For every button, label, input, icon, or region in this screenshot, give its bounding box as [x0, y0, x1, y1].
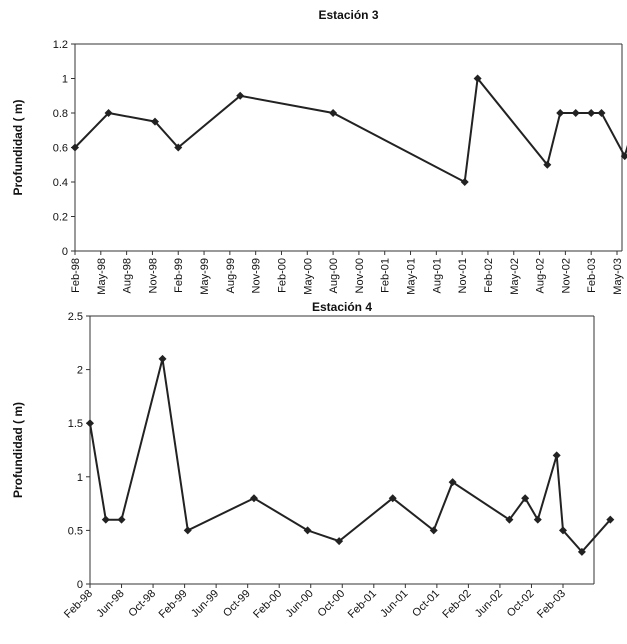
- data-point: [335, 537, 344, 546]
- y-axis-label: Profundidad ( m): [11, 402, 25, 498]
- x-tick-label: Jun-00: [284, 588, 316, 620]
- data-point: [587, 109, 596, 117]
- series-line: [89, 358, 612, 554]
- x-tick-label: May-98: [96, 258, 108, 295]
- y-tick-label: 0.8: [53, 108, 68, 120]
- data-point: [448, 478, 457, 487]
- chart-title: Estación 3: [318, 8, 378, 22]
- data-point: [388, 494, 397, 503]
- chart-title: Estación 4: [312, 300, 372, 314]
- x-tick-label: May-00: [302, 258, 314, 295]
- x-tick-label: Feb-99: [157, 588, 190, 621]
- x-tick-label: Jun-98: [94, 588, 126, 620]
- x-tick-label: Oct-02: [505, 588, 537, 620]
- x-tick-label: Nov-02: [560, 258, 572, 293]
- y-tick-label: 2.5: [68, 311, 83, 323]
- data-point: [329, 109, 338, 117]
- x-tick-label: Nov-99: [251, 258, 263, 293]
- x-tick-label: Nov-00: [354, 258, 366, 293]
- x-tick-label: Nov-01: [457, 258, 469, 293]
- x-tick-label: Aug-01: [431, 258, 443, 293]
- y-tick-label: 0: [77, 579, 83, 591]
- x-tick-label: May-03: [612, 258, 624, 295]
- y-tick-label: 0: [62, 246, 68, 258]
- y-tick-label: 1.2: [53, 39, 68, 51]
- x-tick-label: Nov-98: [147, 258, 159, 293]
- data-point: [533, 515, 542, 524]
- data-point: [117, 515, 126, 524]
- x-tick-label: Aug-00: [328, 258, 340, 293]
- data-point: [429, 526, 438, 535]
- x-tick-label: Feb-00: [251, 588, 284, 621]
- x-tick-label: Feb-98: [70, 258, 82, 293]
- x-tick-label: May-01: [406, 258, 418, 295]
- data-point: [521, 494, 530, 503]
- data-point: [71, 143, 79, 152]
- x-tick-label: Aug-99: [225, 258, 237, 293]
- x-tick-label: May-99: [199, 258, 211, 295]
- y-tick-label: 2: [77, 365, 83, 377]
- y-tick-label: 1: [77, 472, 83, 484]
- x-tick-label: Feb-01: [346, 588, 379, 621]
- x-tick-label: Aug-02: [535, 258, 547, 293]
- x-tick-label: Jun-02: [473, 588, 505, 620]
- x-tick-label: Oct-00: [316, 588, 348, 620]
- x-tick-label: Jun-01: [378, 588, 410, 620]
- chart-estacion-3: Estación 3 Profundidad ( m) 0 0.2 0.4 0.6 0.8 1…: [11, 8, 627, 295]
- x-tick-label: Feb-99: [173, 258, 185, 293]
- x-tick-label: Feb-00: [276, 258, 288, 293]
- data-point: [460, 178, 469, 186]
- x-tick-label: Feb-98: [62, 588, 95, 621]
- data-point: [606, 515, 615, 524]
- x-tick-label: Feb-03: [535, 588, 568, 621]
- data-point: [473, 74, 482, 83]
- x-tick-label: May-02: [509, 258, 521, 295]
- y-tick-label: 1.5: [68, 418, 83, 430]
- x-tick-label: Jun-99: [189, 588, 221, 620]
- y-tick-label: 0.6: [53, 143, 68, 155]
- data-point: [620, 152, 627, 161]
- data-point: [571, 109, 580, 117]
- data-point: [236, 91, 245, 100]
- data-point: [556, 109, 565, 117]
- y-axis-label: Profundidad ( m): [11, 100, 25, 196]
- data-point: [101, 515, 110, 524]
- x-tick-label: Aug-98: [122, 258, 134, 293]
- x-tick-label: Oct-98: [126, 588, 158, 620]
- x-tick-label: Feb-01: [380, 258, 392, 293]
- chart-estacion-4: Estación 4 Profundidad ( m) 0 0.5 1 1.5 2 2.5 Fe…: [11, 300, 615, 621]
- data-point: [505, 515, 514, 524]
- y-tick-label: 0.2: [53, 212, 68, 224]
- x-tick-label: Feb-02: [440, 588, 473, 621]
- data-point: [577, 547, 586, 556]
- x-tick-label: Feb-02: [483, 258, 495, 293]
- data-point: [597, 109, 606, 117]
- data-point: [174, 143, 183, 152]
- data-point: [543, 160, 552, 169]
- data-point: [183, 526, 192, 535]
- data-point: [86, 419, 94, 428]
- data-point: [249, 494, 258, 503]
- x-tick-label: Oct-99: [221, 588, 253, 620]
- x-tick-label: Oct-01: [410, 588, 442, 620]
- y-tick-label: 0.5: [68, 525, 83, 537]
- data-point: [104, 109, 113, 117]
- data-point: [559, 526, 567, 535]
- data-point: [158, 354, 167, 363]
- x-tick-label: Feb-03: [586, 258, 598, 293]
- data-point: [151, 117, 160, 126]
- data-point: [303, 526, 312, 535]
- data-point: [552, 451, 561, 460]
- y-tick-label: 1: [62, 74, 68, 86]
- y-tick-label: 0.4: [53, 177, 68, 189]
